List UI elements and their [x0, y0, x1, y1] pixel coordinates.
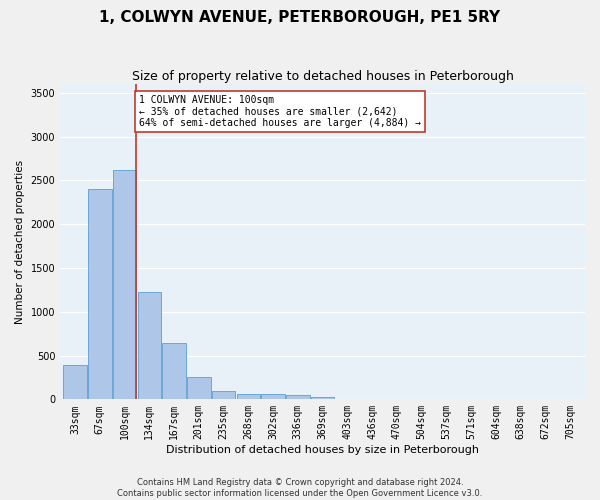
- Bar: [113, 170, 136, 400]
- Bar: [262, 394, 285, 400]
- Bar: [236, 394, 260, 400]
- Title: Size of property relative to detached houses in Peterborough: Size of property relative to detached ho…: [131, 70, 514, 83]
- Bar: [212, 390, 235, 400]
- Text: 1 COLWYN AVENUE: 100sqm
← 35% of detached houses are smaller (2,642)
64% of semi: 1 COLWYN AVENUE: 100sqm ← 35% of detache…: [139, 94, 421, 128]
- Bar: [63, 365, 87, 400]
- Text: Contains HM Land Registry data © Crown copyright and database right 2024.
Contai: Contains HM Land Registry data © Crown c…: [118, 478, 482, 498]
- Bar: [88, 189, 112, 400]
- Text: 1, COLWYN AVENUE, PETERBOROUGH, PE1 5RY: 1, COLWYN AVENUE, PETERBOROUGH, PE1 5RY: [100, 10, 500, 25]
- X-axis label: Distribution of detached houses by size in Peterborough: Distribution of detached houses by size …: [166, 445, 479, 455]
- Bar: [137, 292, 161, 400]
- Bar: [162, 344, 186, 400]
- Bar: [187, 376, 211, 400]
- Bar: [311, 396, 334, 400]
- Bar: [286, 395, 310, 400]
- Y-axis label: Number of detached properties: Number of detached properties: [15, 160, 25, 324]
